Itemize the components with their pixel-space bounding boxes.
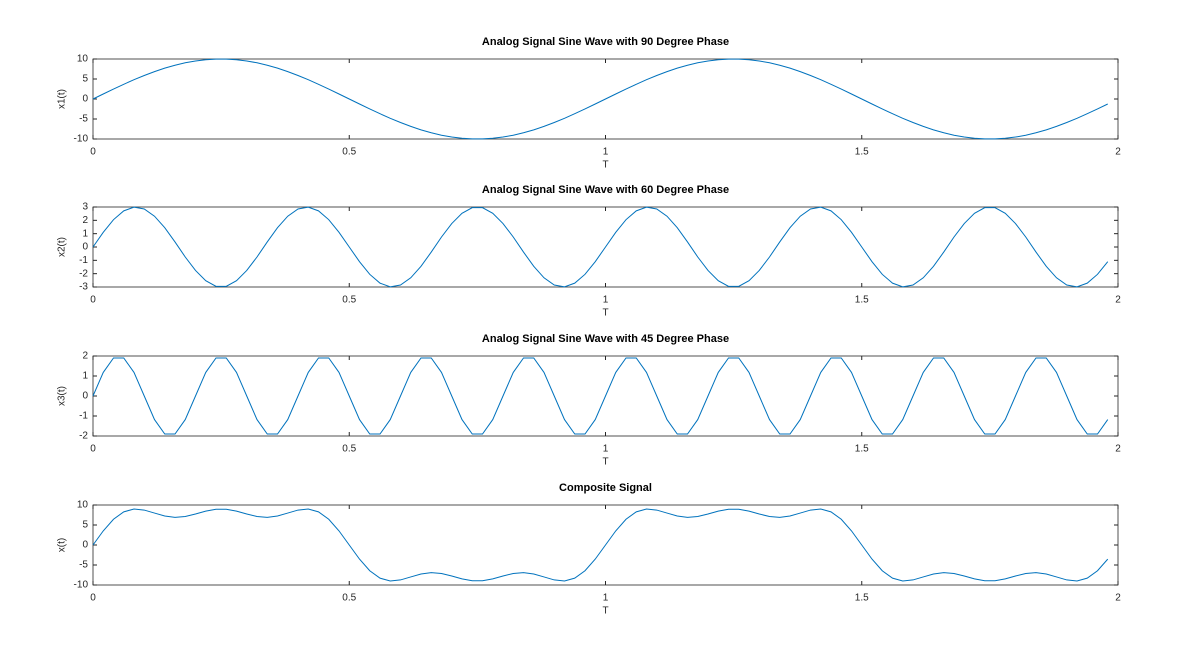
x-axis-label: T [602,457,608,468]
x-tick-label: 1 [603,295,609,306]
x-tick-label: 0.5 [342,147,356,158]
y-axis-label: x1(t) [57,89,68,109]
x-axis-label: T [602,160,608,171]
y-tick-label: 10 [77,500,89,511]
x-tick-label: 0 [90,295,96,306]
x-tick-label: 1 [603,593,609,604]
subplot-title: Analog Signal Sine Wave with 45 Degree P… [482,333,729,345]
y-tick-label: -5 [79,560,88,571]
y-tick-label: -10 [74,580,89,591]
y-tick-label: 5 [82,520,88,531]
y-tick-label: 5 [82,74,88,85]
subplot-title: Analog Signal Sine Wave with 90 Degree P… [482,36,729,48]
y-tick-label: 2 [82,351,88,362]
subplot-title: Analog Signal Sine Wave with 60 Degree P… [482,184,729,196]
y-tick-label: 3 [82,202,88,213]
y-tick-label: -3 [79,282,88,293]
x-axis-label: T [602,308,608,319]
x-tick-label: 2 [1115,593,1121,604]
y-tick-label: 0 [82,540,88,551]
y-tick-label: 2 [82,215,88,226]
x-tick-label: 0 [90,147,96,158]
x-tick-label: 1.5 [855,444,869,455]
x-tick-label: 0 [90,444,96,455]
subplot: 0 0.5 1 1.5 2 -10 -5 0 5 10 Composite Signal Tx(t) [57,482,1122,617]
y-axis-label: x(t) [57,538,68,552]
y-tick-label: 1 [82,228,88,239]
x-tick-label: 2 [1115,295,1121,306]
x-tick-label: 0.5 [342,444,356,455]
y-tick-label: -2 [79,268,88,279]
y-tick-label: -5 [79,114,88,125]
subplot: 0 0.5 1 1.5 2 -10 -5 0 5 10 Analog Signal Sine Wav… [57,36,1122,171]
y-axis-label: x2(t) [57,237,68,257]
x-tick-label: 2 [1115,147,1121,158]
subplot-title: Composite Signal [559,482,652,494]
x-axis-label: T [602,606,608,617]
y-tick-label: -10 [74,134,89,145]
y-axis-label: x3(t) [57,386,68,406]
y-tick-label: 10 [77,54,89,65]
subplot: 0 0.5 1 1.5 2 -2 -1 0 1 2 Analog Signal Sine Wave … [57,333,1122,468]
y-tick-label: 1 [82,371,88,382]
y-tick-label: -1 [79,411,88,422]
x-tick-label: 0.5 [342,593,356,604]
x-tick-label: 1 [603,444,609,455]
y-tick-label: -2 [79,431,88,442]
y-tick-label: 0 [82,391,88,402]
signal-line [92,206,1109,288]
signal-line [92,357,1109,435]
signal-line [92,508,1109,582]
y-tick-label: 0 [82,94,88,105]
x-tick-label: 1.5 [855,295,869,306]
x-tick-label: 0 [90,593,96,604]
x-tick-label: 2 [1115,444,1121,455]
x-tick-label: 1.5 [855,147,869,158]
subplot: 0 0.5 1 1.5 2 -3 -2 -1 0 1 2 3 Analog Signal Sine Wa… [57,184,1122,319]
y-tick-label: 0 [82,242,88,253]
y-tick-label: -1 [79,255,88,266]
x-tick-label: 1 [603,147,609,158]
x-tick-label: 0.5 [342,295,356,306]
x-tick-label: 1.5 [855,593,869,604]
signal-line [92,58,1108,140]
